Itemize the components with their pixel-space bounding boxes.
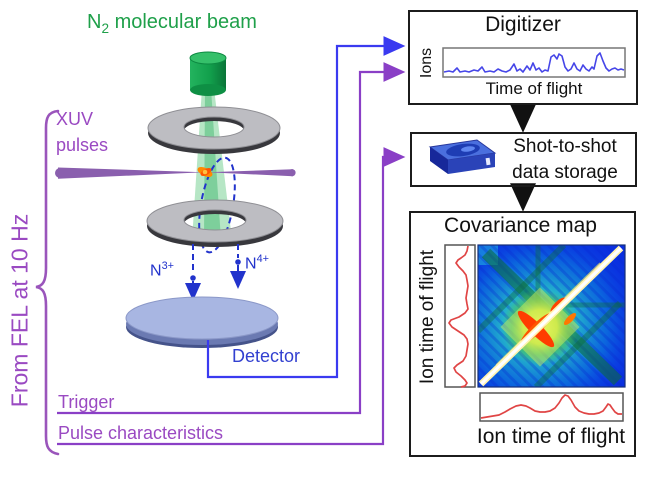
xuv-line1: XUV xyxy=(56,109,94,129)
storage-line2: data storage xyxy=(512,162,618,183)
nozzle-cylinder xyxy=(189,51,227,96)
ion-arrows xyxy=(185,244,246,301)
digitizer-box xyxy=(408,10,638,105)
digitizer-ylabel: Ions xyxy=(418,47,435,79)
fel-brace xyxy=(35,109,60,456)
hard-drive-icon xyxy=(428,139,497,174)
digitizer-title: Digitizer xyxy=(485,13,561,36)
storage-line1: Shot-to-shot xyxy=(513,136,617,157)
ion-n4-label: N4+ xyxy=(245,253,269,273)
detector-disc xyxy=(125,296,279,348)
beam-label-prefix: N xyxy=(87,11,102,33)
top-electrode-ring xyxy=(147,106,281,154)
ion-n4-sup: 4+ xyxy=(256,253,269,265)
covariance-title: Covariance map xyxy=(444,214,597,237)
beam-label-rest: molecular beam xyxy=(109,11,257,33)
ion-n3-sup: 3+ xyxy=(161,260,174,272)
ion-n3-label: N3+ xyxy=(150,260,174,280)
left-red-trace xyxy=(448,245,469,388)
covariance-bottom-spectrum xyxy=(479,392,624,422)
pulse-characteristics-label: Pulse characteristics xyxy=(58,423,224,443)
digitizer-plot xyxy=(442,47,626,78)
interaction-spot xyxy=(197,167,213,177)
digitizer-xlabel: Time of flight xyxy=(485,79,583,98)
molecular-beam-label: N2 molecular beam xyxy=(87,11,257,36)
beam-label-sub: 2 xyxy=(101,21,110,36)
xuv-beam xyxy=(55,167,296,179)
covariance-xlabel: Ion time of flight xyxy=(476,425,626,448)
covariance-heatmap xyxy=(477,244,626,388)
trigger-label: Trigger xyxy=(58,392,115,412)
bottom-red-trace xyxy=(480,394,622,419)
digitizer-trace xyxy=(443,52,625,73)
covariance-left-spectrum xyxy=(444,244,476,388)
detector-signal-line xyxy=(206,36,406,379)
xuv-line2: pulses xyxy=(56,135,109,155)
storage-label: Shot-to-shot data storage xyxy=(498,134,632,186)
covariance-ylabel: Ion time of flight xyxy=(417,249,438,385)
ion-n3-prefix: N xyxy=(150,262,162,280)
detector-label: Detector xyxy=(232,346,301,366)
trigger-line xyxy=(57,62,406,415)
pulse-characteristics-line xyxy=(57,147,406,446)
from-fel-label: From FEL at 10 Hz xyxy=(6,213,33,408)
bottom-electrode-ring xyxy=(146,199,284,247)
ion-n4-prefix: N xyxy=(245,255,257,273)
covariance-box xyxy=(409,211,636,457)
xuv-pulses-label: XUV pulses xyxy=(56,106,108,158)
